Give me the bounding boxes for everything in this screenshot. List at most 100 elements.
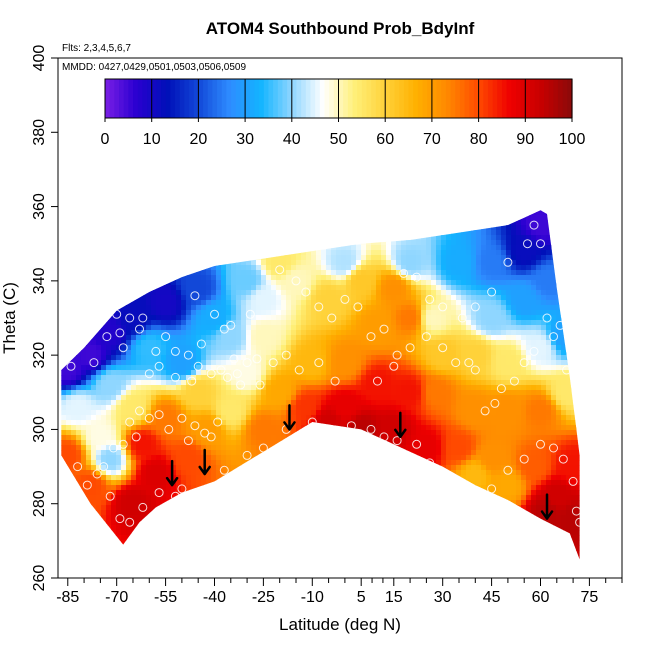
heatmap-cell (91, 245, 97, 251)
heatmap-cell (66, 215, 72, 221)
heatmap-cell (356, 305, 362, 311)
heatmap-cell (456, 265, 462, 271)
heatmap-cell (536, 215, 542, 221)
heatmap-cell (246, 280, 252, 286)
heatmap-cell (261, 300, 267, 306)
heatmap-cell (71, 320, 77, 326)
heatmap-cell (576, 390, 580, 396)
heatmap-cell (126, 375, 132, 381)
heatmap-cell (256, 305, 262, 311)
heatmap-cell (351, 340, 357, 346)
heatmap-cell (381, 345, 387, 351)
heatmap-cell (496, 240, 502, 246)
heatmap-cell (556, 400, 562, 406)
heatmap-cell (426, 440, 432, 446)
heatmap-cell (511, 420, 517, 426)
heatmap-cell (246, 265, 252, 271)
heatmap-cell (536, 420, 542, 426)
heatmap-cell (141, 340, 147, 346)
heatmap-cell (526, 390, 532, 396)
heatmap-cell (446, 430, 452, 436)
heatmap-cell (481, 250, 487, 256)
heatmap-cell (536, 300, 542, 306)
heatmap-cell (236, 210, 242, 216)
heatmap-cell (121, 380, 127, 386)
heatmap-cell (426, 255, 432, 261)
heatmap-cell (91, 435, 97, 441)
heatmap-cell (106, 375, 112, 381)
heatmap-cell (296, 285, 302, 291)
heatmap-cell (236, 270, 242, 276)
heatmap-cell (436, 240, 442, 246)
heatmap-cell (331, 275, 337, 281)
heatmap-cell (401, 290, 407, 296)
heatmap-cell (336, 260, 342, 266)
heatmap-cell (356, 340, 362, 346)
heatmap-cell (356, 250, 362, 256)
heatmap-cell (296, 420, 302, 426)
heatmap-cell (531, 380, 537, 386)
heatmap-cell (481, 280, 487, 286)
heatmap-cell (181, 440, 187, 446)
heatmap-cell (81, 210, 87, 216)
heatmap-cell (241, 235, 247, 241)
heatmap-cell (566, 350, 572, 356)
heatmap-cell (361, 420, 367, 426)
heatmap-cell (466, 440, 472, 446)
heatmap-cell (251, 320, 257, 326)
heatmap-cell (351, 300, 357, 306)
heatmap-cell (561, 265, 567, 271)
heatmap-cell (551, 370, 557, 376)
heatmap-cell (481, 375, 487, 381)
heatmap-cell (201, 335, 207, 341)
heatmap-cell (431, 390, 437, 396)
heatmap-cell (356, 245, 362, 251)
heatmap-cell (66, 430, 72, 436)
heatmap-cell (281, 425, 287, 431)
heatmap-cell (196, 270, 202, 276)
heatmap-cell (391, 225, 397, 231)
heatmap-cell (211, 240, 217, 246)
heatmap-cell (216, 360, 222, 366)
heatmap-cell (361, 255, 367, 261)
heatmap-cell (156, 265, 162, 271)
heatmap-cell (341, 430, 347, 436)
heatmap-cell (401, 310, 407, 316)
heatmap-cell (241, 335, 247, 341)
heatmap-cell (466, 300, 472, 306)
heatmap-cell (366, 360, 372, 366)
heatmap-cell (441, 235, 447, 241)
heatmap-cell (341, 395, 347, 401)
heatmap-cell (351, 335, 357, 341)
heatmap-cell (146, 210, 152, 216)
heatmap-cell (101, 320, 107, 326)
heatmap-cell (546, 410, 552, 416)
heatmap-cell (456, 370, 462, 376)
heatmap-cell (576, 420, 580, 426)
heatmap-cell (571, 350, 577, 356)
heatmap-cell (101, 355, 107, 361)
heatmap-cell (191, 380, 197, 386)
heatmap-cell (61, 415, 67, 421)
heatmap-cell (276, 210, 282, 216)
heatmap-cell (331, 380, 337, 386)
heatmap-cell (171, 265, 177, 271)
heatmap-cell (76, 295, 82, 301)
heatmap-cell (66, 280, 72, 286)
heatmap-cell (401, 230, 407, 236)
heatmap-cell (406, 265, 412, 271)
heatmap-cell (321, 370, 327, 376)
heatmap-cell (406, 240, 412, 246)
heatmap-cell (441, 340, 447, 346)
heatmap-cell (206, 360, 212, 366)
heatmap-cell (351, 355, 357, 361)
heatmap-cell (331, 360, 337, 366)
heatmap-cell (196, 340, 202, 346)
heatmap-cell (376, 380, 382, 386)
heatmap-cell (296, 235, 302, 241)
heatmap-cell (121, 390, 127, 396)
heatmap-cell (151, 295, 157, 301)
heatmap-cell (546, 275, 552, 281)
heatmap-cell (566, 265, 572, 271)
heatmap-cell (281, 300, 287, 306)
